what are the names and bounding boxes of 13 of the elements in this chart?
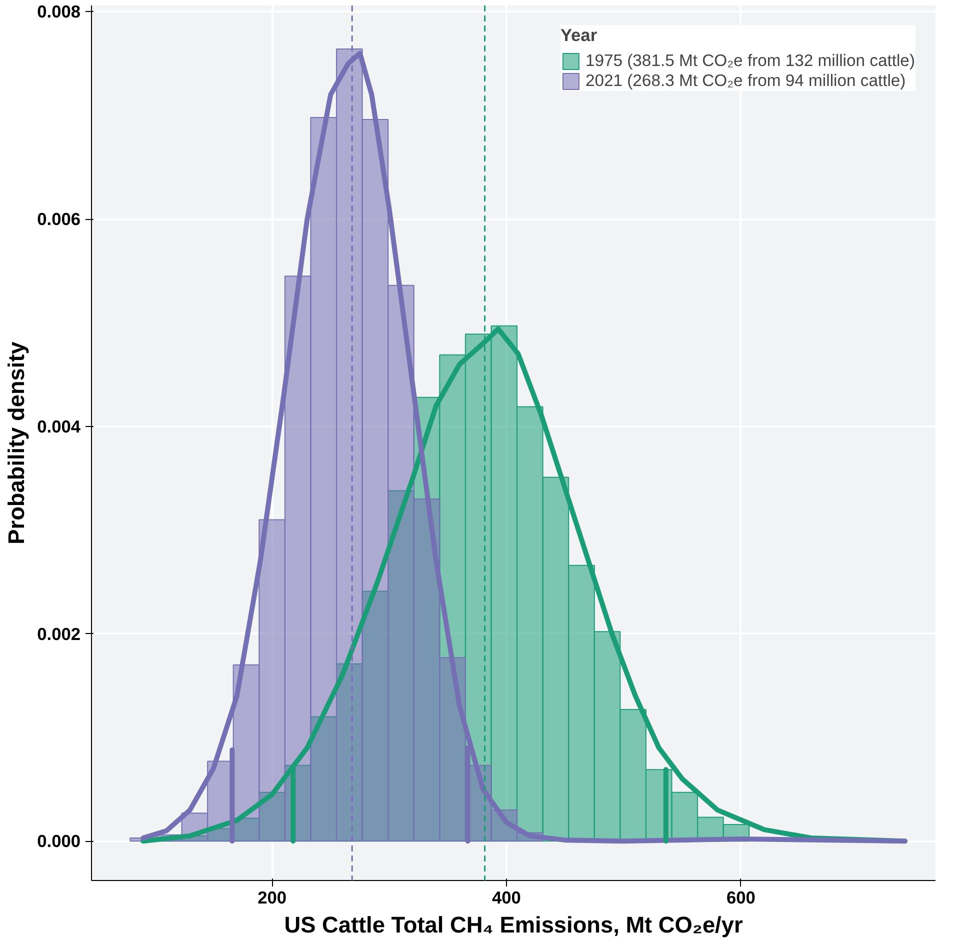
x-axis-title: US Cattle Total CH₄ Emissions, Mt CO₂e/yr (284, 912, 743, 938)
y-tick-label: 0.008 (37, 2, 81, 22)
y-tick-label: 0.004 (37, 416, 81, 436)
x-tick-label: 600 (726, 888, 756, 908)
y-axis-title: Probability density (3, 341, 30, 544)
x-tick-label: 200 (258, 888, 286, 908)
legend-label: 1975 (381.5 Mt CO₂e from 132 million cattle) (585, 51, 915, 71)
legend-title: Year (560, 25, 598, 46)
y-tick-label: 0.000 (37, 831, 81, 852)
y-tick-label: 0.002 (37, 624, 81, 644)
x-tick-label: 400 (492, 888, 521, 908)
y-tick-label: 0.006 (37, 209, 81, 230)
legend-label: 2021 (268.3 Mt CO₂e from 94 million cattle) (585, 71, 906, 91)
